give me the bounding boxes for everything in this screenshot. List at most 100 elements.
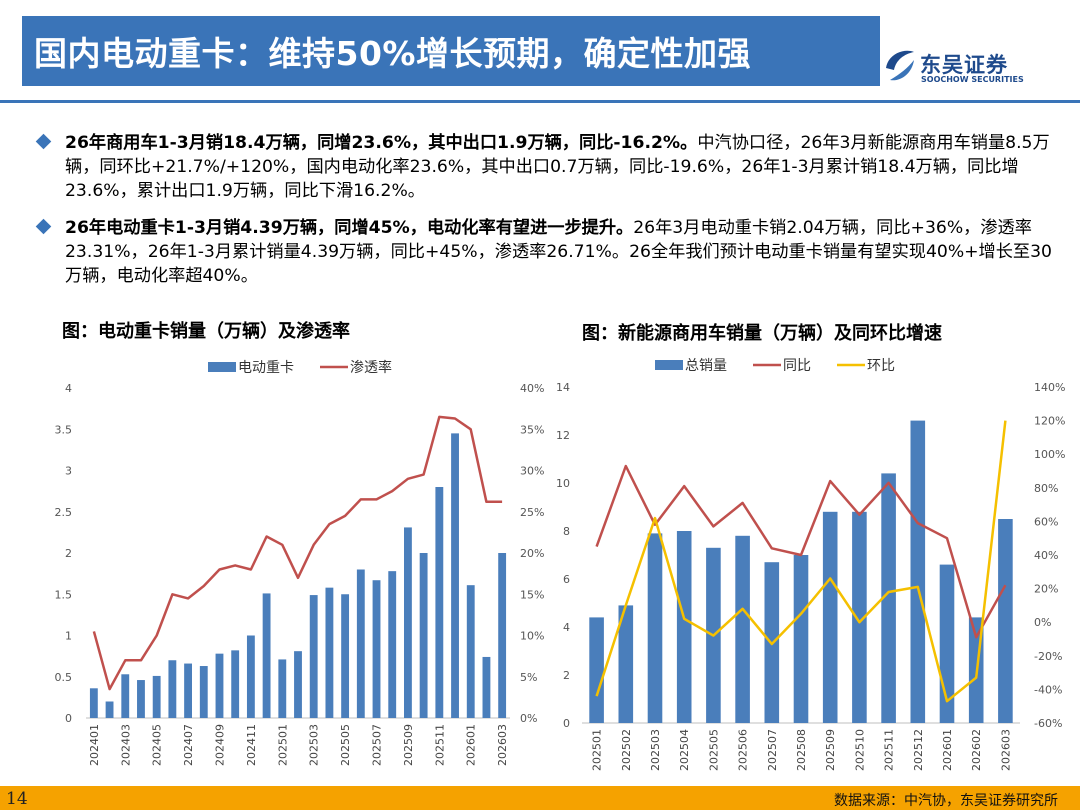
bar-202506 xyxy=(735,535,750,723)
x-tick-label: 202511 xyxy=(883,729,896,771)
x-tick-label: 202601 xyxy=(941,729,954,771)
x-tick-label: 202409 xyxy=(213,724,226,766)
bar-202511 xyxy=(435,487,444,718)
bar-202412 xyxy=(262,593,271,718)
y-right-tick-label: 40% xyxy=(1034,549,1058,562)
line-series-同比 xyxy=(595,464,1007,639)
y-left-tick-label: 1.5 xyxy=(55,588,73,601)
x-tick-label: 202511 xyxy=(433,724,446,766)
y-right-tick-label: 30% xyxy=(520,465,544,478)
bar-202501 xyxy=(589,617,604,723)
bar-202512 xyxy=(451,433,459,718)
bullet-2: 26年电动重卡1-3月销4.39万辆，同增45%，电动化率有望进一步提升。26年… xyxy=(35,216,1068,288)
bar-202404 xyxy=(137,680,145,718)
bar-202504 xyxy=(325,587,334,718)
bar-202501 xyxy=(278,659,287,718)
y-right-tick-label: 60% xyxy=(1034,515,1058,528)
chart-ev-heavy-truck: 00.511.522.533.540%5%10%15%20%25%30%35%4… xyxy=(55,359,545,766)
line-series-环比 xyxy=(595,420,1007,703)
x-tick-label: 202508 xyxy=(795,729,808,771)
y-left-tick-label: 2 xyxy=(563,669,570,682)
y-right-tick-label: 40% xyxy=(520,382,544,395)
logo-subtitle: SOOCHOW SECURITIES xyxy=(921,75,1024,84)
bar-202503 xyxy=(647,533,663,723)
bar-202401 xyxy=(89,688,98,718)
bar-202509 xyxy=(404,527,412,718)
y-right-tick-label: 0% xyxy=(520,712,537,725)
y-left-tick-label: 12 xyxy=(556,429,570,442)
bar-202508 xyxy=(793,555,809,723)
y-right-tick-label: -60% xyxy=(1034,717,1062,730)
y-left-tick-label: 8 xyxy=(563,525,570,538)
y-left-tick-label: 10 xyxy=(556,477,570,490)
diamond-bullet-icon xyxy=(35,218,52,235)
x-tick-label: 202503 xyxy=(649,729,662,771)
bullet-1-text: 中汽协口径，26年3月新能源商用车销量8.5万辆，同环比+21.7%/+120%… xyxy=(65,133,1050,201)
bar-202603 xyxy=(998,519,1013,723)
bar-202502 xyxy=(618,605,634,723)
x-tick-label: 202603 xyxy=(496,724,509,766)
bar-202506 xyxy=(356,569,365,718)
y-left-tick-label: 4 xyxy=(563,621,570,634)
bar-202510 xyxy=(852,511,867,723)
x-tick-label: 202509 xyxy=(402,724,415,766)
bar-202402 xyxy=(105,701,114,718)
x-tick-label: 202401 xyxy=(88,724,101,766)
y-right-tick-label: 5% xyxy=(520,671,537,684)
chart-1-title: 图：电动重卡销量（万辆）及渗透率 xyxy=(62,321,350,342)
diamond-bullet-icon xyxy=(35,133,52,150)
y-left-tick-label: 1 xyxy=(65,630,72,643)
y-left-tick-label: 0.5 xyxy=(55,671,73,684)
x-tick-label: 202403 xyxy=(119,724,132,766)
data-source: 数据来源：中汽协，东吴证券研究所 xyxy=(834,793,1058,809)
y-right-tick-label: 25% xyxy=(520,506,544,519)
y-right-tick-label: -20% xyxy=(1034,650,1062,663)
chart-nev-commercial-vehicle: 0 2 4 6 8 10 12 14 -60% -40% -20% 0% 20% 40% 60% 80% 100… xyxy=(556,358,1065,771)
x-tick-label: 202407 xyxy=(182,724,195,766)
footer-bar: 14 数据来源：中汽协，东吴证券研究所 xyxy=(0,786,1080,810)
bar-202507 xyxy=(372,580,381,718)
x-tick-label: 202503 xyxy=(308,724,321,766)
y-left-tick-label: 0 xyxy=(563,717,570,730)
bullet-1-bold: 26年商用车1-3月销18.4万辆，同增23.6%，其中出口1.9万辆，同比-1… xyxy=(65,133,698,153)
x-tick-label: 202510 xyxy=(853,729,866,771)
legend-swatch-bar xyxy=(208,362,236,372)
y-left-tick-label: 0 xyxy=(65,712,72,725)
bar-202505 xyxy=(341,594,350,718)
x-tick-label: 202507 xyxy=(371,724,384,766)
y-left-tick-label: 2.5 xyxy=(55,506,73,519)
x-tick-label: 202507 xyxy=(766,729,779,771)
x-tick-label: 202603 xyxy=(999,729,1012,771)
legend-label: 同比 xyxy=(783,358,811,374)
x-tick-label: 202602 xyxy=(970,729,983,771)
bar-202509 xyxy=(822,511,838,723)
bar-202603 xyxy=(498,553,507,718)
title-bar: 国内电动重卡：维持50%增长预期，确定性加强 xyxy=(22,16,880,86)
bar-202510 xyxy=(419,553,428,718)
bar-202504 xyxy=(676,531,692,723)
y-right-tick-label: 0% xyxy=(1034,616,1051,629)
bar-202411 xyxy=(246,635,255,718)
bar-202503 xyxy=(309,595,318,718)
bar-202409 xyxy=(215,653,224,718)
x-tick-label: 202502 xyxy=(620,729,633,771)
x-tick-label: 202509 xyxy=(824,729,837,771)
legend-label: 总销量 xyxy=(685,358,727,374)
x-tick-label: 202512 xyxy=(912,729,925,771)
logo-name: 东吴证券 xyxy=(920,53,1008,77)
bar-202408 xyxy=(199,666,208,718)
page-title: 国内电动重卡：维持50%增长预期，确定性加强 xyxy=(34,34,751,73)
line-series-渗透率 xyxy=(92,415,503,691)
bar-202502 xyxy=(294,651,302,718)
y-right-tick-label: 80% xyxy=(1034,482,1058,495)
y-left-tick-label: 2 xyxy=(65,547,72,560)
y-right-tick-label: -40% xyxy=(1034,683,1062,696)
bar-202508 xyxy=(388,571,397,718)
brand-logo: 东吴证券 SOOCHOW SECURITIES xyxy=(882,46,1042,90)
y-right-tick-label: 10% xyxy=(520,630,544,643)
bar-202512 xyxy=(910,420,926,723)
bar-202410 xyxy=(231,650,240,718)
chart-2-title: 图：新能源商用车销量（万辆）及同环比增速 xyxy=(582,323,942,344)
y-left-tick-label: 4 xyxy=(65,382,72,395)
bar-202406 xyxy=(168,660,177,718)
